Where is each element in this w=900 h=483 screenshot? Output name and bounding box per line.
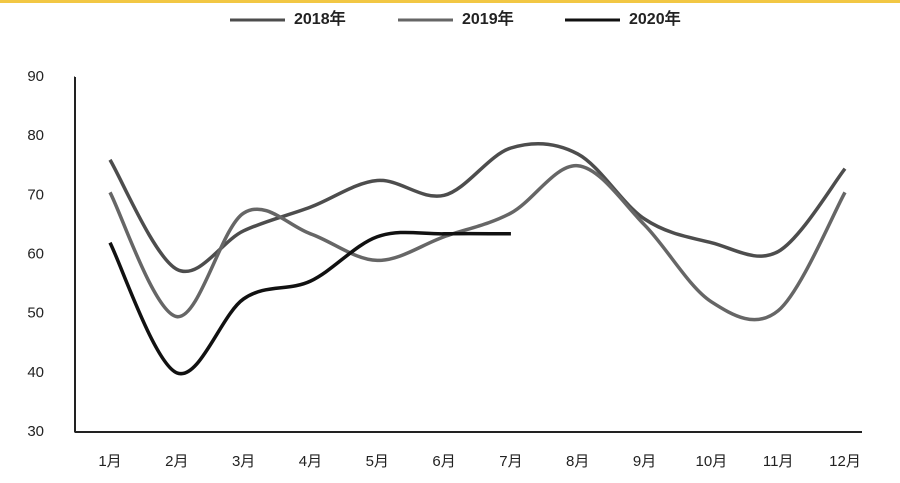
x-tick-label: 5月 bbox=[366, 453, 389, 470]
top-strip bbox=[0, 0, 900, 3]
x-tick-label: 3月 bbox=[232, 453, 255, 470]
x-tick-label: 1月 bbox=[98, 453, 121, 470]
y-tick-label: 80 bbox=[27, 127, 44, 144]
legend-label: 2018年 bbox=[294, 9, 346, 28]
y-tick-label: 70 bbox=[27, 186, 44, 203]
x-tick-label: 7月 bbox=[499, 453, 522, 470]
x-tick-label: 9月 bbox=[633, 453, 656, 470]
y-tick-label: 60 bbox=[27, 245, 44, 262]
legend-label: 2020年 bbox=[629, 9, 681, 28]
y-tick-label: 50 bbox=[27, 305, 44, 322]
x-tick-label: 11月 bbox=[763, 453, 794, 470]
x-tick-label: 6月 bbox=[432, 453, 455, 470]
x-tick-label: 10月 bbox=[696, 453, 728, 470]
y-tick-label: 90 bbox=[27, 68, 44, 85]
x-tick-label: 2月 bbox=[165, 453, 188, 470]
y-tick-label: 30 bbox=[27, 423, 44, 440]
y-tick-label: 40 bbox=[27, 364, 44, 381]
legend-label: 2019年 bbox=[462, 9, 514, 28]
x-tick-label: 8月 bbox=[566, 453, 589, 470]
series-line bbox=[108, 230, 511, 376]
series-line bbox=[108, 163, 847, 322]
x-tick-label: 12月 bbox=[829, 453, 861, 470]
x-tick-label: 4月 bbox=[299, 453, 322, 470]
